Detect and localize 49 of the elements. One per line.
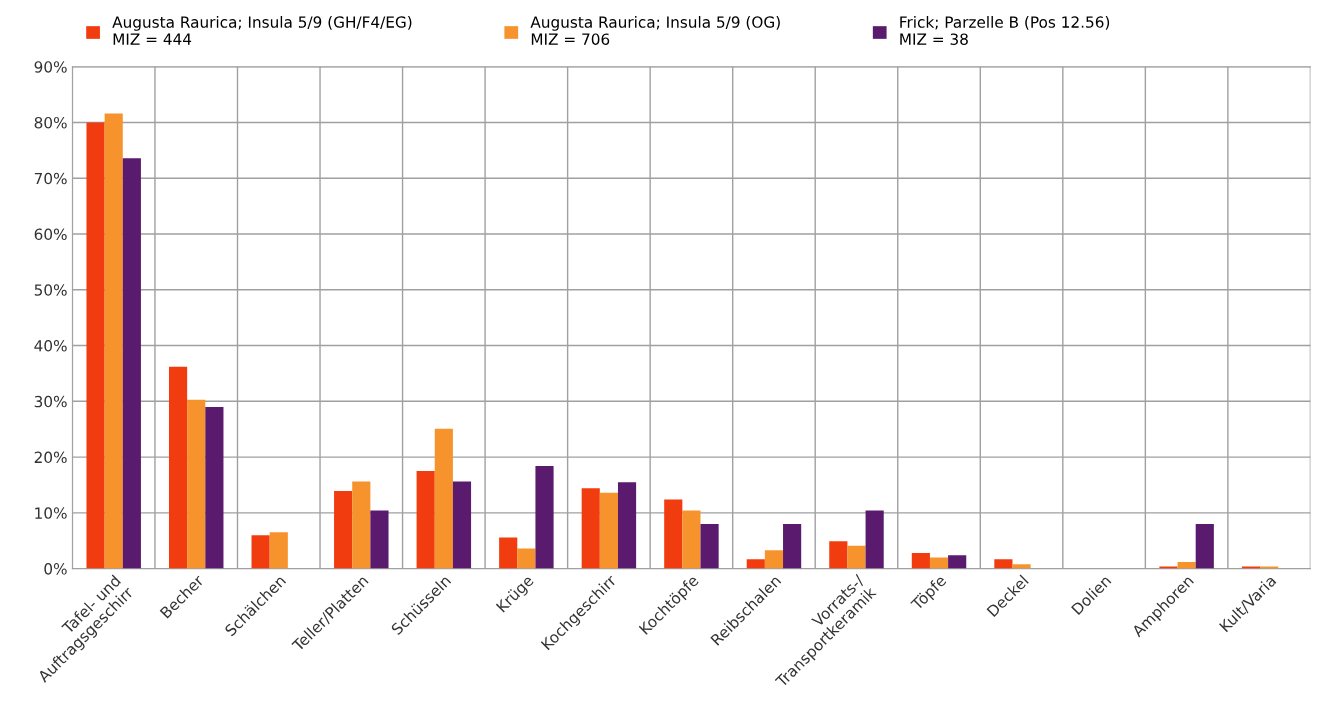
bar	[617, 482, 637, 569]
bar	[994, 559, 1013, 569]
bar	[334, 491, 353, 569]
bar	[1195, 524, 1214, 569]
bar	[581, 488, 600, 569]
bar	[829, 541, 848, 569]
legend-label: Augusta Raurica; Insula 5/9 (GH/F4/EG) MIZ = 444	[112, 16, 412, 45]
bar	[700, 524, 719, 569]
bar	[269, 532, 288, 569]
y-tick-label: 60%	[34, 228, 67, 241]
bar	[370, 510, 389, 569]
y-tick-label: 70%	[34, 172, 67, 185]
bar	[764, 550, 784, 569]
bar	[86, 122, 105, 569]
y-tick-label: 0%	[44, 563, 67, 575]
legend-label: Frick; Parzelle B (Pos 12.56) MIZ = 38	[900, 16, 1110, 45]
bar	[682, 510, 701, 569]
bar	[187, 399, 206, 569]
bar	[1159, 566, 1178, 569]
bar	[499, 537, 518, 569]
bar	[452, 481, 472, 569]
bar	[865, 510, 884, 569]
y-tick-label: 30%	[34, 395, 67, 408]
bar	[104, 113, 123, 569]
bar	[535, 466, 554, 569]
y-tick-label: 80%	[34, 116, 67, 129]
bar	[251, 535, 270, 569]
bar	[122, 158, 141, 569]
bar	[517, 548, 536, 569]
bar	[664, 499, 683, 569]
bar	[948, 555, 967, 569]
bar	[929, 557, 949, 569]
bar	[1012, 564, 1031, 569]
bar	[599, 492, 618, 569]
bar	[205, 406, 224, 569]
bar	[746, 559, 765, 569]
bar	[911, 553, 930, 569]
bar	[434, 428, 453, 569]
bar	[416, 471, 435, 569]
bar	[169, 366, 188, 569]
y-tick-label: 20%	[34, 451, 67, 464]
y-tick-label: 90%	[34, 61, 67, 73]
bar	[847, 545, 866, 569]
bar	[783, 524, 802, 569]
y-tick-label: 50%	[34, 284, 67, 296]
y-tick-label: 40%	[34, 340, 67, 352]
bar	[352, 481, 371, 569]
y-tick-label: 10%	[35, 507, 67, 519]
legend-label: Augusta Raurica; Insula 5/9 (OG) MIZ = 706	[530, 16, 780, 45]
